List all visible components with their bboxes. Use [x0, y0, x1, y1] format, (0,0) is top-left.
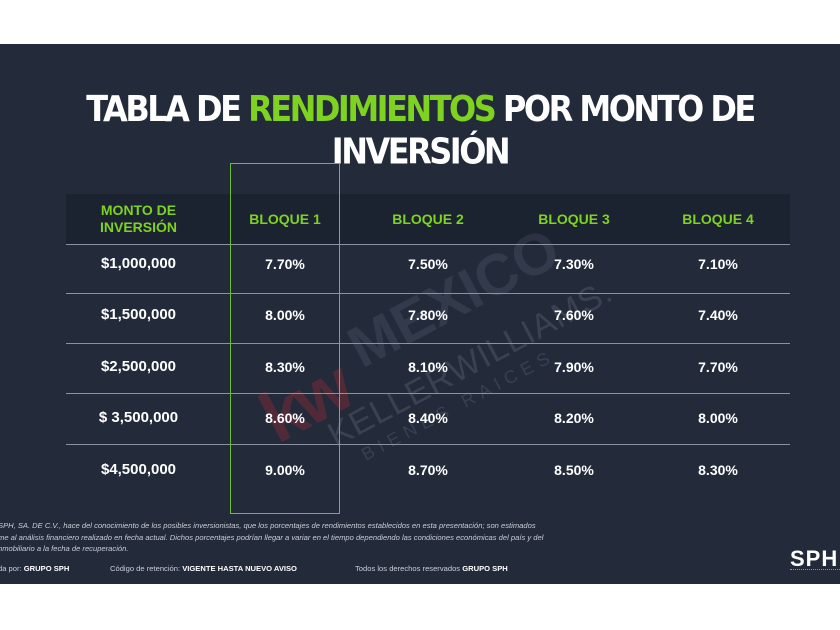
disclaimer-line: SPH, SA. DE C.V., hace del conocimiento … [0, 521, 536, 530]
header-bloque-3: BLOQUE 3 [538, 210, 610, 227]
disclaimer-text: SPH, SA. DE C.V., hace del conocimiento … [0, 520, 638, 555]
footer-made-by-value: GRUPO SPH [23, 564, 70, 573]
title-part2: POR MONTO DE INVERSIÓN [331, 87, 756, 173]
slide: TABLA DE RENDIMIENTOS POR MONTO DE INVER… [0, 44, 840, 584]
header-bloque-2: BLOQUE 2 [392, 210, 464, 227]
rate-cell: 8.50% [554, 462, 594, 478]
header-amount: MONTO DE INVERSIÓN [99, 202, 177, 235]
title-part1: TABLA DE [86, 87, 249, 130]
footer-made-by: da por: GRUPO SPH [0, 564, 70, 573]
amount-cell: $1,500,000 [100, 306, 177, 323]
amount-cell: $1,000,000 [100, 255, 177, 272]
footer-rights-value: GRUPO SPH [462, 564, 508, 573]
rate-cell: 7.30% [554, 256, 594, 272]
row-divider [66, 343, 790, 344]
rate-cell: 7.80% [408, 307, 448, 323]
rate-cell: 7.70% [265, 256, 305, 272]
rate-cell: 8.60% [265, 410, 305, 426]
rate-cell: 8.00% [265, 307, 305, 323]
title-accent: RENDIMIENTOS [248, 87, 497, 130]
rate-cell: 8.10% [408, 359, 448, 375]
amount-cell: $ 3,500,000 [98, 409, 179, 426]
footer-retention-value: VIGENTE HASTA NUEVO AVISO [182, 564, 297, 573]
page-title: TABLA DE RENDIMIENTOS POR MONTO DE INVER… [0, 87, 840, 172]
row-divider [66, 393, 790, 394]
rate-cell: 7.70% [698, 359, 738, 375]
row-divider [66, 244, 790, 245]
rate-cell: 8.40% [408, 410, 448, 426]
row-divider [66, 293, 790, 294]
disclaimer-line: nmobiliario a la fecha de recuperación. [0, 544, 129, 553]
rate-cell: 7.50% [408, 256, 448, 272]
amount-cell: $2,500,000 [100, 358, 177, 375]
rate-cell: 9.00% [265, 462, 305, 478]
table-header-band [66, 194, 790, 244]
rate-cell: 7.90% [554, 359, 594, 375]
rate-cell: 7.60% [554, 307, 594, 323]
footer-rights: Todos los derechos reservados GRUPO SPH [355, 564, 508, 573]
rate-cell: 8.00% [698, 410, 738, 426]
footer-retention: Código de retención: VIGENTE HASTA NUEVO… [110, 564, 297, 573]
header-bloque-4: BLOQUE 4 [682, 210, 754, 227]
rate-cell: 7.10% [698, 256, 738, 272]
highlight-column-box [230, 163, 340, 514]
amount-cell: $4,500,000 [100, 461, 177, 478]
sph-logo: SPH [790, 546, 839, 571]
row-divider [66, 444, 790, 445]
rate-cell: 8.20% [554, 410, 594, 426]
rate-cell: 8.30% [265, 359, 305, 375]
rate-cell: 8.30% [698, 462, 738, 478]
rate-cell: 7.40% [698, 307, 738, 323]
disclaimer-line: me al análisis financiero realizado en f… [0, 532, 544, 542]
header-bloque-1: BLOQUE 1 [249, 210, 321, 227]
logo-underline [790, 569, 840, 571]
rate-cell: 8.70% [408, 462, 448, 478]
